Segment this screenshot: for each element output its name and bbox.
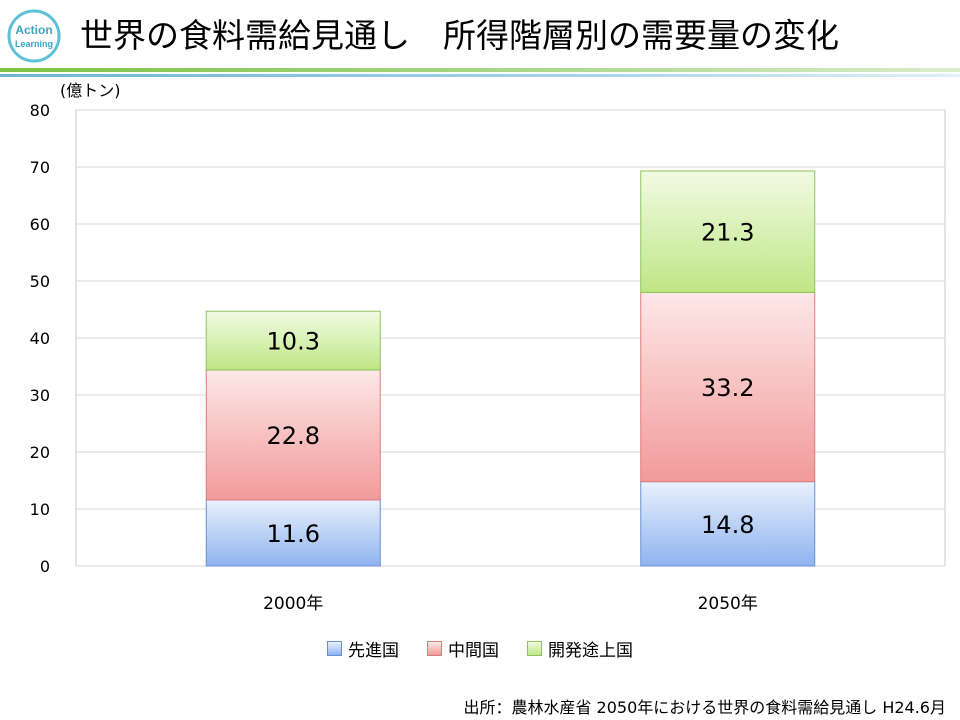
x-category-label: 2050年 (698, 594, 758, 614)
x-category-label: 2000年 (263, 594, 323, 614)
legend-label: 先進国 (348, 641, 399, 661)
data-label: 21.3 (701, 219, 754, 247)
legend-swatch (327, 641, 342, 656)
page-title: 世界の食料需給見通し 所得階層別の需要量の変化 (80, 16, 839, 55)
data-label: 10.3 (267, 328, 320, 356)
legend-item: 開発途上国 (527, 636, 633, 661)
y-tick-label: 50 (30, 272, 50, 291)
action-learning-logo: Action Learning (7, 9, 61, 63)
bar-segment (640, 291, 816, 483)
bar-segment (205, 369, 381, 501)
data-label: 14.8 (701, 511, 754, 539)
stacked-bar-chart: 0 10 20 30 40 50 60 70 80 (億トン) 11.6 22.8 10.3 2000年 1… (30, 81, 946, 614)
y-tick-label: 60 (30, 215, 50, 234)
y-tick-label: 40 (30, 329, 50, 348)
legend-swatch (427, 641, 442, 656)
legend-item: 中間国 (427, 636, 499, 661)
chart-legend: 先進国 中間国 開発途上国 (0, 636, 960, 661)
logo-text-line2: Learning (15, 39, 53, 49)
header-divider-blue (0, 74, 960, 77)
bar-segment (640, 481, 816, 567)
data-label: 11.6 (267, 520, 320, 548)
header-divider-green (0, 68, 960, 72)
bar-segment (640, 170, 816, 293)
data-label: 33.2 (701, 374, 754, 402)
y-tick-label: 10 (30, 500, 50, 519)
y-tick-label: 30 (30, 386, 50, 405)
legend-label: 中間国 (448, 641, 499, 661)
data-label: 22.8 (267, 422, 320, 450)
legend-label: 開発途上国 (548, 641, 633, 661)
y-tick-label: 80 (30, 101, 50, 120)
y-tick-label: 0 (40, 557, 50, 576)
y-tick-label: 20 (30, 443, 50, 462)
legend-swatch (527, 641, 542, 656)
y-tick-label: 70 (30, 158, 50, 177)
logo-text-line1: Action (15, 23, 52, 37)
y-unit-label: (億トン) (60, 81, 121, 100)
bar-segment (205, 499, 381, 567)
bar-segment (205, 310, 381, 371)
legend-item: 先進国 (327, 636, 399, 661)
source-note: 出所：農林水産省 2050年における世界の食料需給見通し H24.6月 (463, 698, 946, 717)
